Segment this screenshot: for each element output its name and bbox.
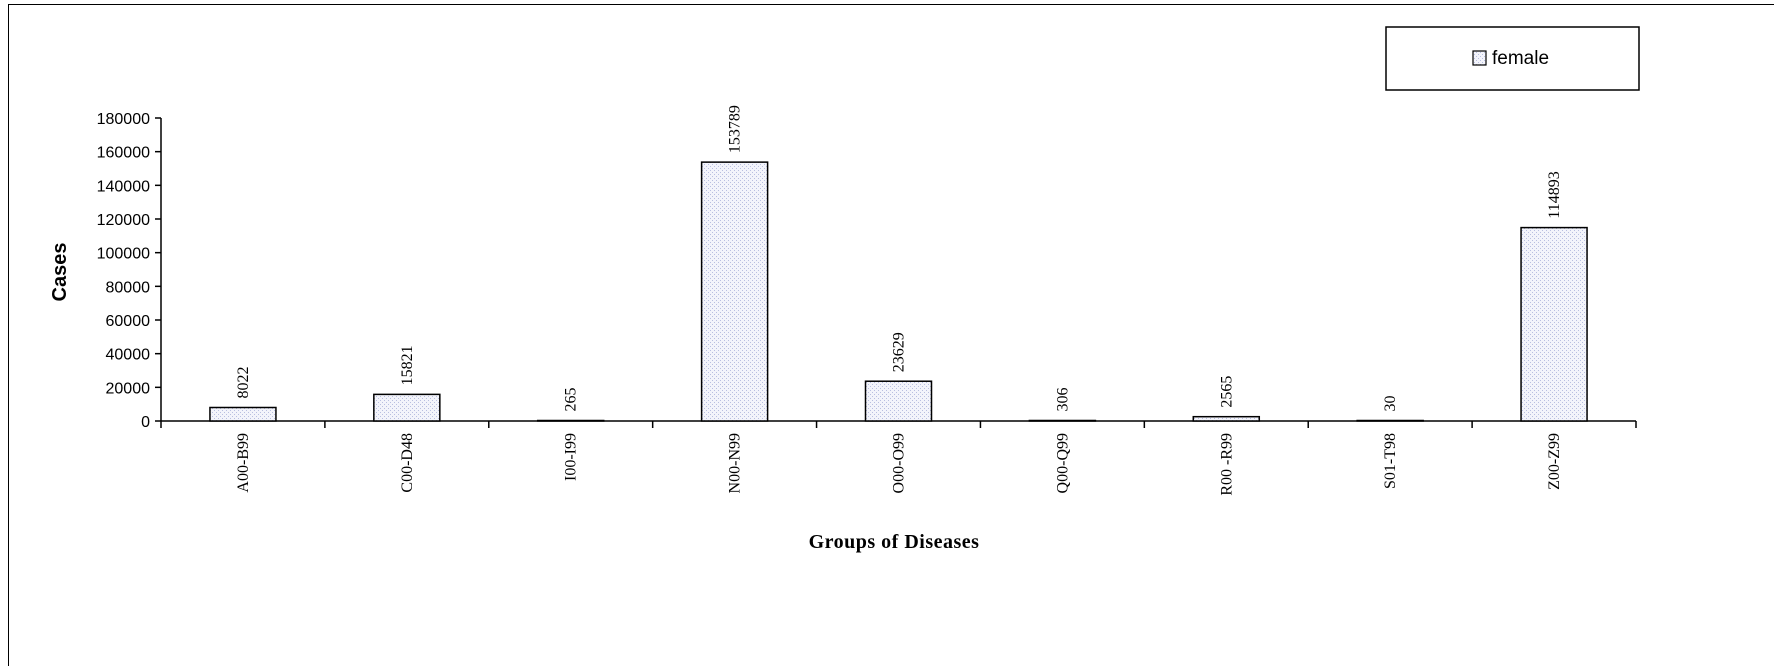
y-tick-label: 140000 [97, 178, 150, 195]
x-tick-label: S01-T98 [1382, 433, 1399, 489]
y-axis: 0 20000 40000 60000 80000 100000 120000 140000 1… [97, 111, 162, 431]
category-labels: A00-B99 C00-D48 I00-I99 N00-N99 O00-O99 Q00-Q… [235, 433, 1563, 496]
chart-frame [8, 4, 1774, 666]
y-tick-label: 20000 [106, 380, 151, 397]
y-tick-label: 100000 [97, 246, 150, 263]
legend: female [1385, 26, 1640, 91]
data-label: 153789 [727, 105, 744, 153]
x-tick-label: Z00-Z99 [1546, 433, 1563, 490]
data-label: 30 [1382, 396, 1399, 412]
y-tick-label: 80000 [106, 279, 151, 296]
bar-n00-n99 [700, 161, 769, 422]
bar-a00-b99 [209, 406, 277, 422]
y-tick-label: 160000 [97, 145, 150, 162]
y-tick-label: 60000 [106, 313, 151, 330]
bar-z00-z99 [1520, 226, 1588, 422]
y-tick-label: 180000 [97, 111, 150, 128]
bar-i00-i99 [536, 419, 605, 422]
data-label: 114893 [1546, 171, 1563, 218]
data-label: 15821 [399, 345, 416, 385]
x-tick-label: R00 -R99 [1218, 433, 1235, 496]
y-tick-label: 40000 [106, 347, 151, 364]
x-tick-label: N00-N99 [727, 433, 744, 493]
bar-r00-r99 [1192, 415, 1261, 422]
data-label: 2565 [1218, 376, 1235, 408]
data-label: 23629 [891, 332, 908, 372]
data-labels: 8022 15821 265 153789 23629 306 2565 30 114893 [235, 105, 1563, 411]
x-axis [160, 420, 1637, 428]
y-tick-label: 120000 [97, 212, 150, 229]
data-label: 265 [563, 388, 580, 412]
x-axis-title: Groups of Diseases [809, 531, 980, 553]
legend-label: female [1492, 48, 1549, 69]
data-label: 306 [1054, 387, 1071, 411]
data-label: 8022 [235, 366, 252, 398]
legend-box [1385, 26, 1640, 91]
bar-c00-d48 [373, 393, 441, 422]
x-tick-label: Q00-Q99 [1054, 433, 1071, 493]
bar-q00-q99 [1028, 419, 1097, 422]
y-axis-title: Cases [49, 243, 71, 302]
x-tick-label: O00-O99 [891, 433, 908, 493]
legend-swatch [1472, 50, 1487, 66]
bar-o00-o99 [864, 380, 933, 422]
bars [209, 161, 1588, 422]
bar-s01-t98 [1356, 419, 1424, 422]
x-tick-label: A00-B99 [235, 433, 252, 493]
x-tick-label: I00-I99 [563, 433, 580, 481]
x-tick-label: C00-D48 [399, 433, 416, 493]
y-tick-label: 0 [141, 414, 150, 431]
